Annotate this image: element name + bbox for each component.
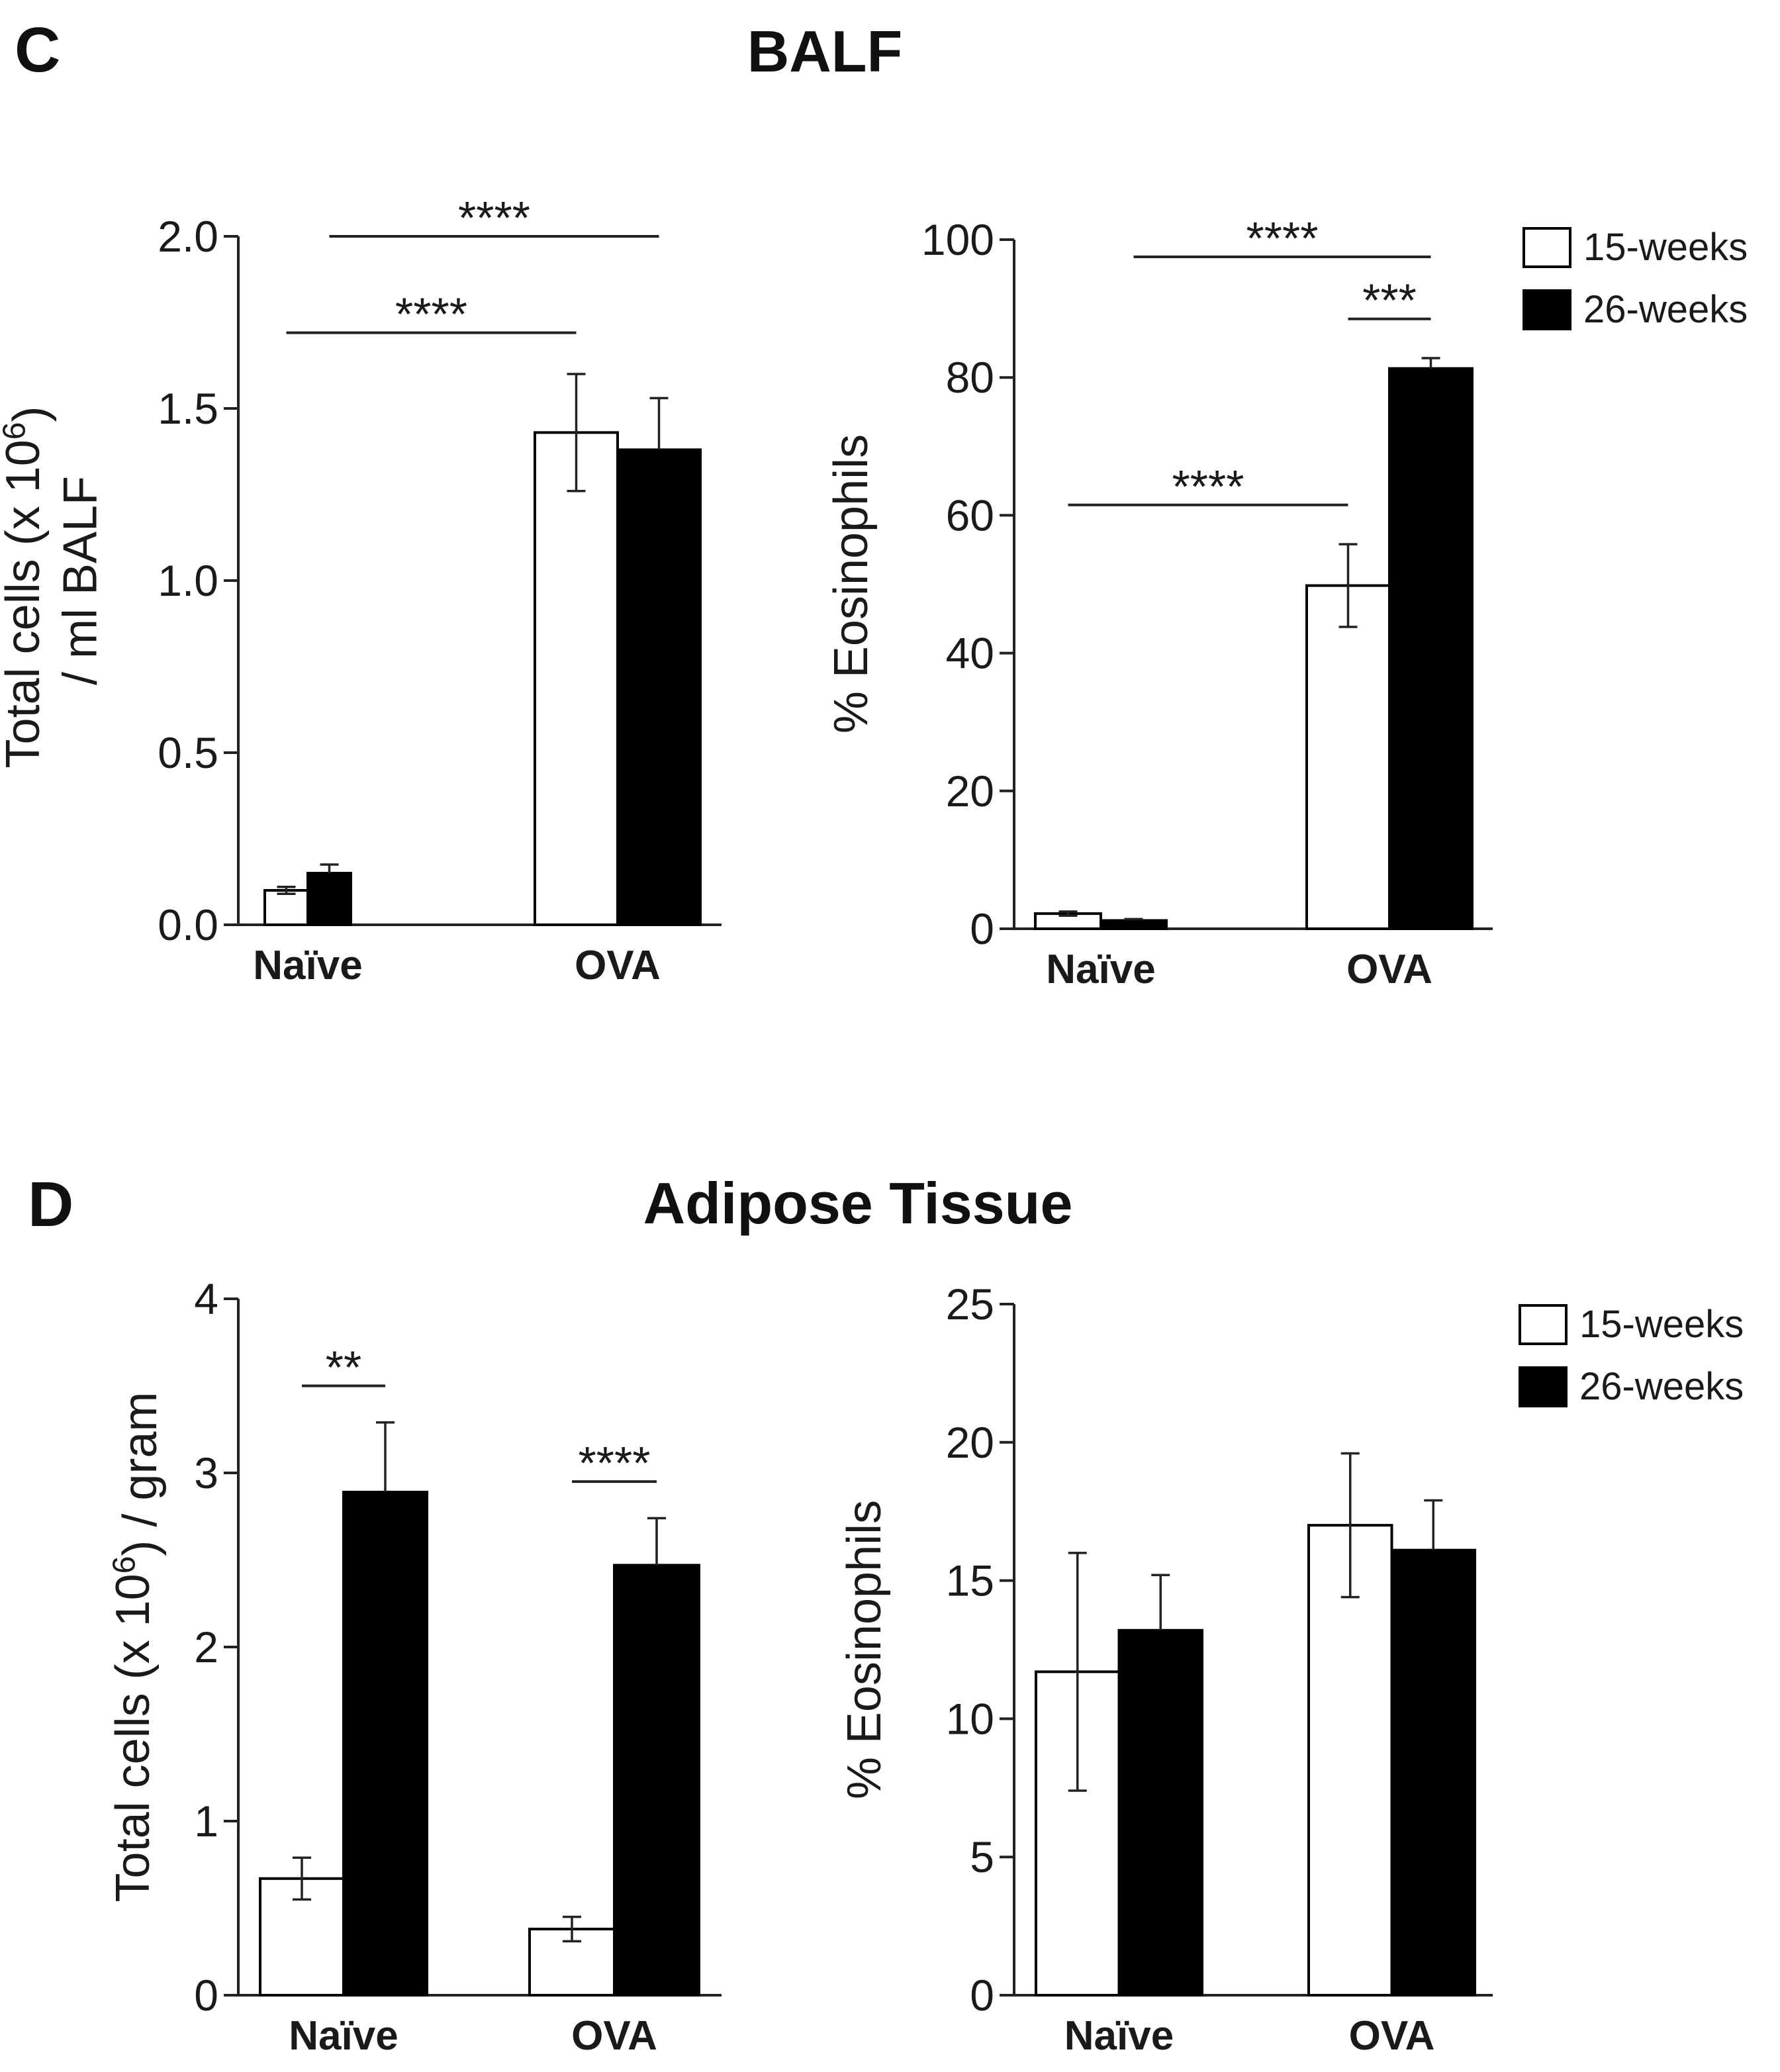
- y-tick-label: 3: [194, 1448, 218, 1497]
- y-axis-label-part: Total cells (x 10: [107, 1574, 160, 1902]
- bar-15-weeks-OVA: [1305, 584, 1391, 930]
- y-tick-label: 20: [946, 1418, 994, 1467]
- y-tick-label: 2: [194, 1623, 218, 1672]
- y-axis-label-superscript: 6: [107, 1556, 142, 1574]
- y-axis-label: Total cells (x 106) / gram: [107, 1392, 167, 1903]
- panel-title-balf: BALF: [747, 19, 903, 84]
- legend-swatch-26-weeks: [1519, 1366, 1568, 1407]
- y-tick-label: 100: [921, 215, 994, 264]
- significance-stars: ****: [579, 1437, 651, 1489]
- bar-26-weeks-OVA: [613, 1564, 700, 1997]
- bar-26-weeks-OVA: [616, 448, 702, 926]
- chart-4: 0 5 10 15 20 25 Naïve OVA % Eosinophils 15-weeks 2…: [838, 1280, 1744, 2059]
- y-tick-label: 0.5: [158, 728, 218, 777]
- y-tick-label: 25: [946, 1280, 994, 1329]
- y-tick-label: 1: [194, 1797, 218, 1846]
- x-category-label: Naïve: [289, 2013, 398, 2059]
- y-tick-label: 10: [946, 1694, 994, 1743]
- y-tick-label: 5: [970, 1832, 994, 1881]
- significance-stars: ****: [1246, 212, 1319, 264]
- y-axis-label: % Eosinophils: [838, 1500, 891, 1799]
- significance-stars: **: [326, 1342, 361, 1393]
- y-tick-label: 20: [946, 767, 994, 816]
- bar-26-weeks-Naïve: [1117, 1628, 1203, 1997]
- legend-label: 26-weeks: [1579, 1365, 1744, 1408]
- y-axis-label: Total cells (x 106) / ml BALF: [0, 393, 107, 769]
- bar-15-weeks-Naïve: [263, 889, 309, 926]
- x-category-label: OVA: [1346, 947, 1432, 992]
- y-tick-label: 40: [946, 629, 994, 678]
- x-category-label: OVA: [575, 943, 661, 988]
- x-category-label: Naïve: [1046, 947, 1155, 992]
- bar-15-weeks-OVA: [534, 431, 619, 926]
- legend-swatch-26-weeks: [1522, 289, 1571, 330]
- y-axis-label: % Eosinophils: [825, 434, 878, 733]
- bar-26-weeks-OVA: [1390, 1548, 1476, 1997]
- bar-26-weeks-Naïve: [1100, 919, 1168, 931]
- bar-26-weeks-Naïve: [342, 1490, 428, 1997]
- y-tick-label: 80: [946, 353, 994, 402]
- panel-letter-d: D: [28, 1169, 73, 1240]
- y-tick-label: 0.0: [158, 900, 218, 949]
- panel-letter-c: C: [15, 15, 60, 85]
- x-category-label: Naïve: [253, 943, 362, 988]
- legend-label: 26-weeks: [1583, 288, 1748, 331]
- y-tick-label: 2.0: [158, 212, 218, 261]
- y-tick-label: 60: [946, 491, 994, 540]
- y-axis-label-part: ): [4, 393, 57, 422]
- y-tick-label: 15: [946, 1556, 994, 1605]
- legend-swatch-15-weeks: [1519, 1304, 1568, 1345]
- x-category-label: OVA: [1349, 2013, 1435, 2059]
- y-tick-label: 0: [194, 1971, 218, 2020]
- chart-1: 0.0 0.5 1.0 1.5 2.0 Naïve OVA **** **** Total cel…: [0, 192, 722, 988]
- legend-swatch-15-weeks: [1522, 227, 1571, 268]
- bar-26-weeks-OVA: [1388, 367, 1474, 930]
- significance-stars: ***: [1362, 275, 1417, 326]
- significance-stars: ****: [395, 289, 467, 340]
- x-category-label: OVA: [571, 2013, 657, 2059]
- y-axis-label-part: ) / gram: [114, 1392, 167, 1556]
- y-tick-label: 0: [970, 1971, 994, 2020]
- y-tick-label: 1.0: [158, 556, 218, 605]
- bar-26-weeks-Naïve: [306, 872, 352, 926]
- x-category-label: Naïve: [1064, 2013, 1174, 2059]
- legend-label: 15-weeks: [1579, 1303, 1744, 1346]
- significance-stars: ****: [1172, 461, 1244, 512]
- y-tick-label: 4: [194, 1274, 218, 1323]
- significance-stars: ****: [458, 192, 530, 244]
- panel-title-adipose: Adipose Tissue: [643, 1170, 1073, 1236]
- y-axis-label-line2: / ml BALF: [54, 476, 107, 685]
- y-tick-label: 0: [970, 904, 994, 953]
- legend-label: 15-weeks: [1583, 226, 1748, 269]
- y-tick-label: 1.5: [158, 384, 218, 433]
- y-axis-label-superscript: 6: [0, 422, 32, 440]
- y-axis-label-part: Total cells (x 10: [0, 440, 50, 768]
